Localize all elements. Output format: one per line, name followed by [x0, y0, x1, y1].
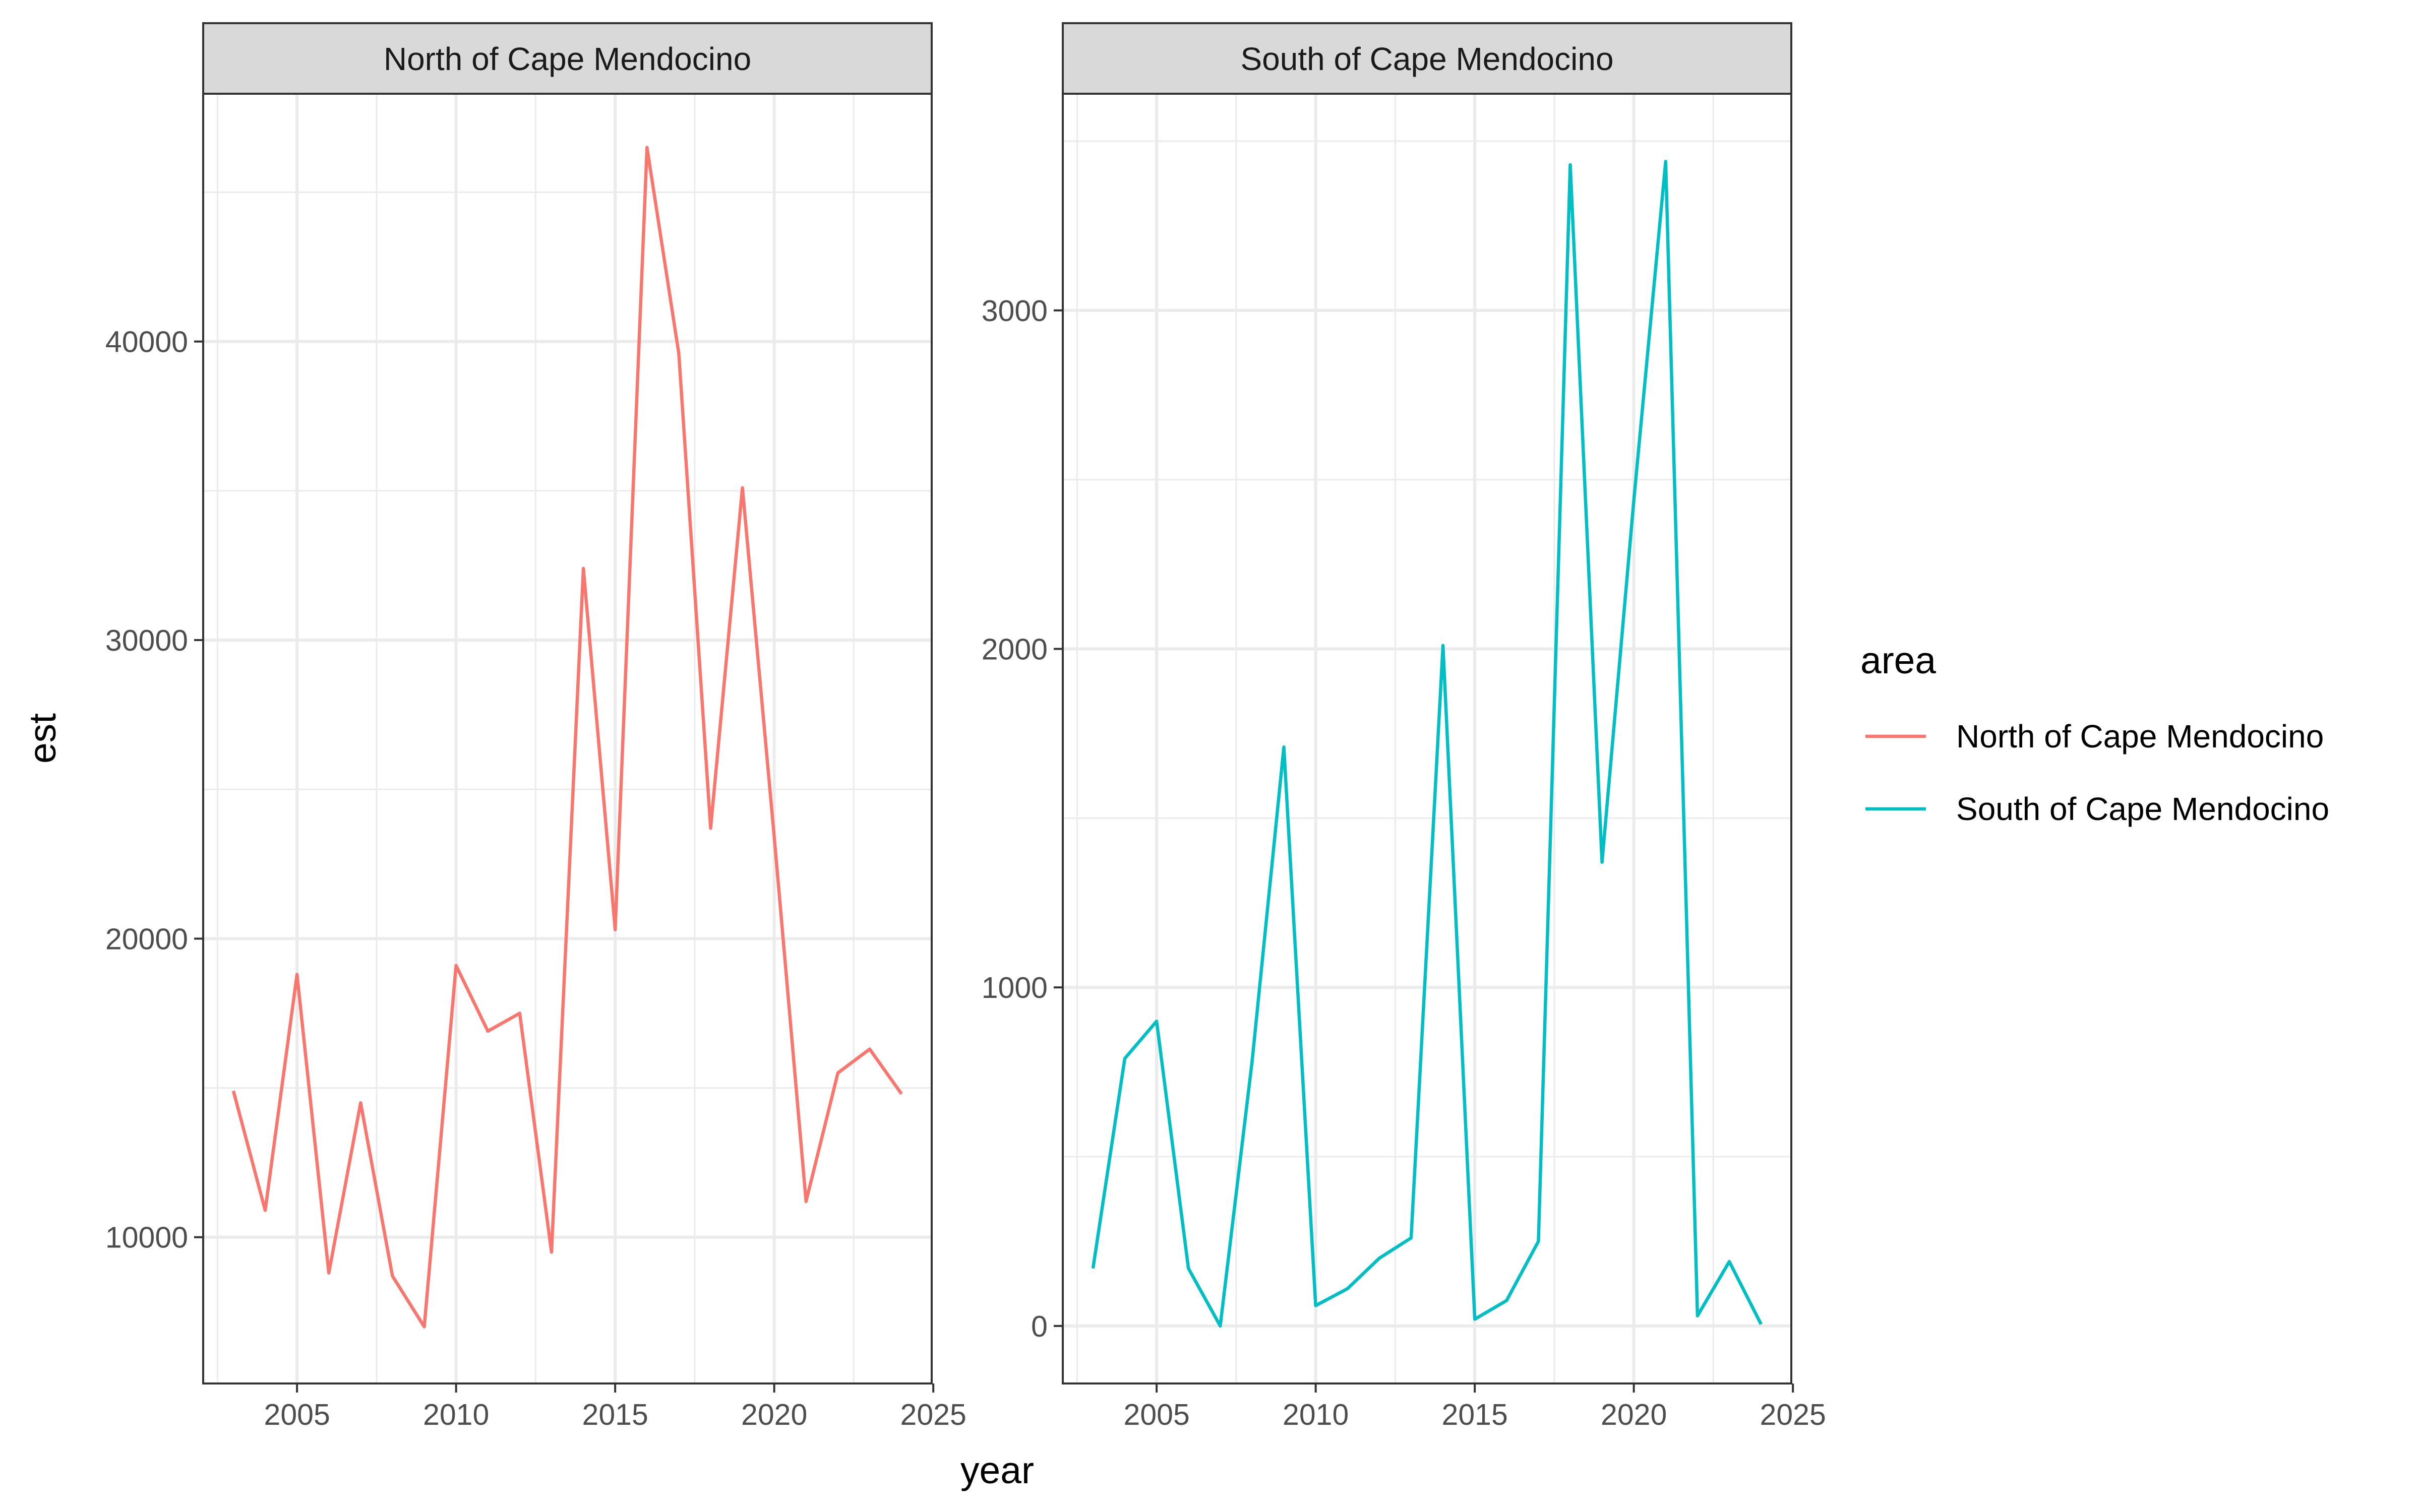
facet-panel-2: South of Cape Mendocino 2005 2010 2015 2020 2…	[982, 22, 1826, 1431]
x-tick-label: 2025	[1760, 1398, 1826, 1431]
y-tick-label: 10000	[105, 1221, 188, 1254]
legend-title: area	[1860, 639, 1936, 681]
x-tick-label: 2010	[423, 1398, 489, 1431]
y-tick-label: 1000	[982, 971, 1048, 1004]
facet-strip	[202, 22, 933, 95]
x-tick-label: 2010	[1283, 1398, 1349, 1431]
x-tick-label: 2020	[1601, 1398, 1667, 1431]
y-tick-label: 3000	[982, 294, 1048, 328]
x-axis-title: year	[960, 1449, 1034, 1491]
x-tick-label: 2015	[1442, 1398, 1508, 1431]
x-tick-label: 2005	[1124, 1398, 1190, 1431]
x-tick-label: 2025	[900, 1398, 966, 1431]
panel-background	[203, 94, 932, 1383]
y-tick-label: 0	[1031, 1310, 1048, 1343]
facet-strip-label: North of Cape Mendocino	[384, 41, 751, 77]
x-tick-label: 2005	[264, 1398, 330, 1431]
y-axis-title: est	[21, 713, 64, 764]
x-tick-label: 2020	[741, 1398, 807, 1431]
facet-panel-1: North of Cape Mendocino 2005 2010 2015 2020 2…	[105, 22, 966, 1431]
x-tick-label: 2015	[582, 1398, 648, 1431]
legend: area North of Cape Mendocino South of Cape…	[1860, 639, 2329, 827]
y-tick-label: 40000	[105, 326, 188, 359]
legend-label: North of Cape Mendocino	[1956, 718, 2324, 754]
y-tick-label: 2000	[982, 633, 1048, 666]
y-tick-label: 30000	[105, 624, 188, 657]
series-line-1	[231, 146, 903, 1329]
y-tick-label: 20000	[105, 922, 188, 956]
facet-strip	[1062, 22, 1792, 95]
facet-strip-label: South of Cape Mendocino	[1240, 41, 1613, 77]
legend-label: South of Cape Mendocino	[1956, 791, 2329, 827]
series-line-2	[1091, 160, 1763, 1328]
